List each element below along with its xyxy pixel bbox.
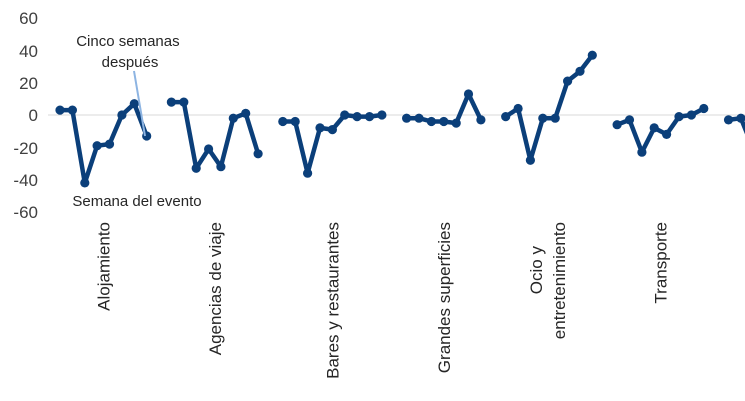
data-point — [129, 99, 139, 109]
y-tick-label: -60 — [13, 203, 38, 222]
data-point — [80, 178, 90, 188]
series-line-6 — [728, 115, 745, 135]
data-point — [104, 139, 115, 149]
data-point — [538, 113, 548, 123]
data-point — [637, 147, 647, 157]
data-point — [513, 103, 523, 114]
data-point — [414, 113, 424, 123]
data-point — [649, 123, 659, 133]
series-line-0 — [60, 101, 149, 186]
data-point — [402, 113, 412, 123]
data-point — [204, 144, 214, 154]
x-axis-category-labels: Alojamiento Agencias de viaje Bares y rest… — [94, 222, 670, 379]
data-point — [736, 113, 745, 123]
y-tick-label: 0 — [29, 106, 38, 125]
y-axis: 60 40 20 0 -20 -40 -60 — [13, 9, 38, 222]
annotation-leader-line — [133, 70, 146, 137]
data-point — [327, 125, 337, 135]
data-point — [426, 116, 436, 127]
data-point — [315, 123, 325, 133]
data-point — [352, 112, 362, 122]
data-point — [340, 110, 350, 120]
data-point — [587, 50, 597, 60]
data-point — [55, 105, 65, 115]
data-point — [612, 120, 622, 130]
y-tick-label: -40 — [13, 171, 38, 190]
y-tick-label: -20 — [13, 139, 38, 158]
data-point — [662, 129, 672, 139]
data-point — [92, 141, 102, 151]
data-point — [501, 112, 511, 122]
data-point — [303, 168, 313, 178]
data-point — [550, 113, 560, 123]
data-point — [216, 162, 226, 172]
data-point — [166, 97, 176, 107]
data-point — [364, 112, 375, 122]
data-point — [624, 115, 635, 125]
data-point — [476, 115, 486, 125]
data-point — [674, 112, 684, 122]
data-point — [67, 105, 77, 115]
data-point — [525, 155, 536, 165]
data-point — [290, 116, 300, 127]
data-point — [439, 116, 449, 127]
annotation-semana-evento: Semana del evento — [72, 193, 201, 210]
series-group — [55, 50, 745, 188]
data-point — [575, 66, 585, 76]
y-tick-label: 60 — [19, 9, 38, 28]
data-point — [563, 76, 573, 86]
data-point — [179, 97, 189, 107]
data-point — [463, 89, 474, 99]
data-point — [699, 103, 709, 114]
data-point — [228, 113, 238, 123]
data-point — [117, 110, 127, 120]
category-label: Ocio y entretenimiento — [527, 222, 569, 339]
data-point — [377, 110, 387, 120]
data-point — [686, 110, 697, 120]
data-point — [278, 116, 288, 127]
category-label: Agencias de viaje — [206, 222, 225, 355]
data-point — [191, 163, 201, 173]
category-label: Transporte — [651, 222, 670, 304]
y-tick-label: 20 — [19, 74, 38, 93]
data-point — [451, 118, 461, 128]
category-label: Bares y restaurantes — [323, 222, 342, 379]
category-label: Grandes superficies — [435, 222, 454, 373]
category-label: Alojamiento — [94, 222, 113, 311]
y-tick-label: 40 — [19, 42, 38, 61]
annotations: Cinco semanas después Semana del evento — [72, 33, 201, 210]
data-point — [241, 108, 251, 118]
data-point — [253, 149, 263, 159]
data-point — [723, 115, 734, 125]
annotation-cinco-semanas: Cinco semanas después — [76, 33, 184, 71]
